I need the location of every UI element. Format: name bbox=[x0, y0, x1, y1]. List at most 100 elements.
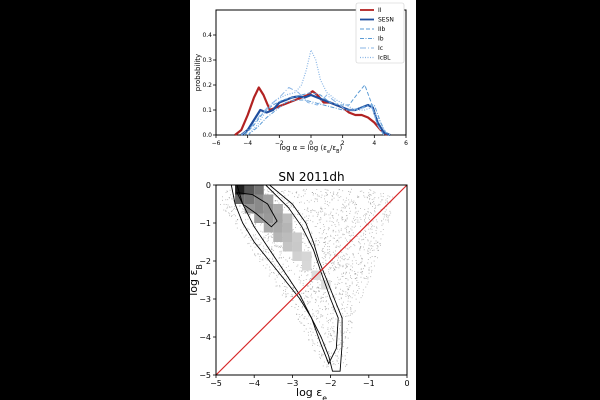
sample-point bbox=[368, 201, 369, 203]
sample-point bbox=[287, 205, 289, 206]
sample-point bbox=[351, 278, 353, 279]
sample-point bbox=[355, 291, 357, 293]
sample-point bbox=[326, 194, 328, 196]
sample-point bbox=[316, 287, 318, 289]
sample-point bbox=[302, 282, 304, 284]
sample-point bbox=[287, 270, 289, 272]
sample-point bbox=[302, 233, 304, 235]
sample-point bbox=[333, 262, 334, 264]
sample-point bbox=[346, 364, 348, 366]
sample-point bbox=[324, 333, 326, 335]
sample-point bbox=[302, 284, 304, 286]
sample-point bbox=[310, 210, 311, 212]
sample-point bbox=[367, 240, 369, 242]
sample-point bbox=[346, 331, 347, 333]
sample-point bbox=[315, 335, 317, 336]
sample-point bbox=[354, 271, 356, 272]
sample-point bbox=[251, 222, 253, 224]
sample-point bbox=[338, 229, 340, 231]
sample-point bbox=[282, 283, 283, 284]
sample-point bbox=[334, 310, 335, 312]
sample-point bbox=[363, 234, 364, 236]
sample-point bbox=[329, 266, 331, 268]
sample-point bbox=[290, 269, 292, 271]
sample-point bbox=[299, 222, 301, 223]
sample-point bbox=[252, 249, 253, 251]
sample-point bbox=[288, 190, 289, 192]
sample-point bbox=[236, 227, 238, 229]
sample-point bbox=[359, 190, 361, 192]
sample-point bbox=[342, 219, 344, 220]
sample-point bbox=[387, 218, 389, 220]
sample-point bbox=[320, 316, 321, 318]
sample-point bbox=[241, 211, 243, 213]
sample-point bbox=[275, 285, 277, 287]
sample-point bbox=[354, 245, 356, 247]
sample-point bbox=[336, 267, 338, 269]
sample-point bbox=[351, 283, 353, 285]
sample-point bbox=[314, 326, 316, 328]
sample-point bbox=[390, 202, 392, 204]
sample-point bbox=[360, 262, 362, 263]
sample-point bbox=[307, 208, 309, 210]
sample-point bbox=[353, 216, 355, 218]
sample-point bbox=[342, 190, 344, 192]
sample-point bbox=[385, 199, 387, 201]
sample-point bbox=[363, 277, 365, 279]
sample-point bbox=[336, 355, 338, 357]
sample-point bbox=[338, 197, 340, 198]
density-cell bbox=[254, 204, 264, 214]
sample-point bbox=[319, 237, 321, 239]
density-cell bbox=[263, 223, 274, 233]
sample-point bbox=[321, 315, 323, 317]
sample-point bbox=[259, 258, 261, 260]
sample-point bbox=[362, 292, 364, 294]
sample-point bbox=[380, 231, 382, 233]
sample-point bbox=[375, 240, 377, 242]
sample-point bbox=[338, 222, 340, 224]
sample-point bbox=[231, 215, 233, 216]
sample-point bbox=[342, 346, 344, 347]
sample-point bbox=[379, 204, 381, 206]
sample-point bbox=[355, 260, 357, 261]
sample-point bbox=[360, 276, 362, 278]
sample-point bbox=[293, 217, 295, 219]
sample-point bbox=[254, 239, 256, 241]
sample-point bbox=[302, 213, 304, 215]
sample-point bbox=[312, 244, 314, 245]
sample-point bbox=[285, 296, 286, 298]
sample-point bbox=[274, 278, 276, 280]
sample-point bbox=[304, 271, 305, 273]
sample-point bbox=[340, 340, 342, 341]
sample-point bbox=[332, 317, 334, 319]
sample-point bbox=[369, 189, 371, 190]
density-cell bbox=[282, 213, 293, 223]
sample-point bbox=[273, 194, 275, 196]
sample-point bbox=[337, 192, 339, 193]
sample-point bbox=[328, 271, 329, 273]
sample-point bbox=[321, 353, 323, 355]
sample-point bbox=[237, 219, 238, 220]
sample-point bbox=[268, 235, 270, 237]
sample-point bbox=[346, 315, 348, 317]
sample-point bbox=[350, 246, 352, 248]
sample-point bbox=[324, 251, 326, 253]
sample-point bbox=[330, 234, 332, 236]
sample-point bbox=[362, 239, 364, 240]
sample-point bbox=[332, 229, 334, 231]
sample-point bbox=[323, 224, 324, 225]
sample-point bbox=[365, 215, 366, 217]
sample-point bbox=[268, 246, 270, 248]
sample-point bbox=[301, 314, 303, 316]
sample-point bbox=[333, 330, 335, 332]
sample-point bbox=[281, 294, 283, 296]
sample-point bbox=[323, 231, 324, 233]
sample-point bbox=[253, 235, 255, 237]
sample-point bbox=[307, 323, 309, 324]
sample-point bbox=[303, 301, 305, 303]
sample-point bbox=[308, 310, 310, 312]
sample-point bbox=[302, 293, 304, 294]
sample-point bbox=[371, 199, 373, 200]
sample-point bbox=[331, 221, 333, 222]
sample-point bbox=[379, 243, 381, 245]
